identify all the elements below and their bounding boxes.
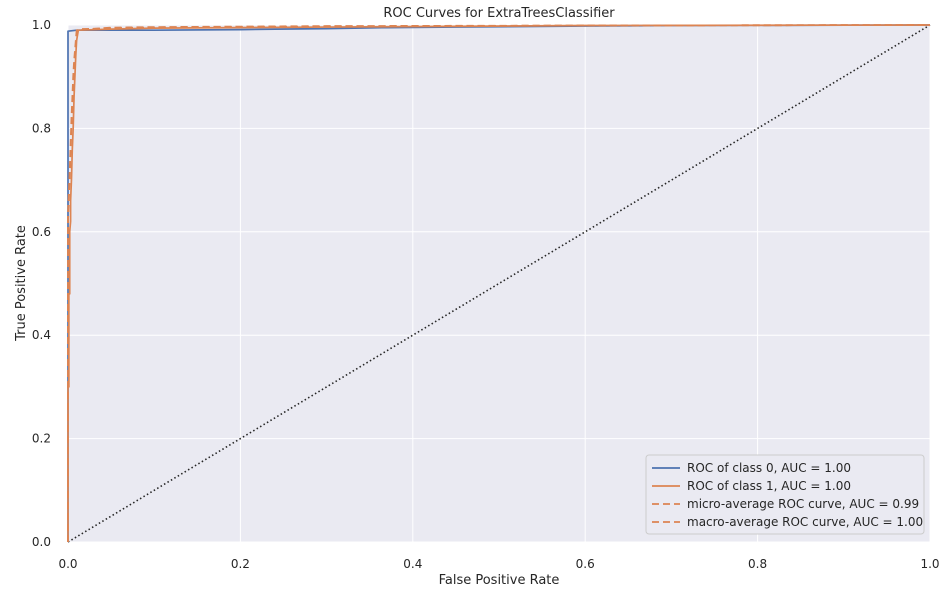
y-tick-label: 0.2 <box>32 432 51 446</box>
x-axis-label: False Positive Rate <box>439 573 560 588</box>
series-lines <box>67 24 931 543</box>
x-tick-label: 0.0 <box>58 557 77 571</box>
legend-label: ROC of class 0, AUC = 1.00 <box>687 461 851 475</box>
roc-series-line <box>67 24 931 542</box>
chart-title: ROC Curves for ExtraTreesClassifier <box>383 6 615 21</box>
y-tick-label: 0.6 <box>32 225 51 239</box>
grid-lines <box>67 24 931 543</box>
legend: ROC of class 0, AUC = 1.00 ROC of class 1… <box>645 454 925 535</box>
y-tick-label: 1.0 <box>32 18 51 32</box>
x-tick-labels: 0.0 0.2 0.4 0.6 0.8 1.0 <box>58 557 939 571</box>
y-tick-labels: 0.0 0.2 0.4 0.6 0.8 1.0 <box>32 18 51 549</box>
x-tick-label: 1.0 <box>920 557 939 571</box>
x-tick-label: 0.2 <box>231 557 250 571</box>
legend-label: ROC of class 1, AUC = 1.00 <box>687 479 851 493</box>
x-tick-label: 0.4 <box>403 557 422 571</box>
legend-label: micro-average ROC curve, AUC = 0.99 <box>687 497 919 511</box>
y-tick-label: 0.8 <box>32 121 51 135</box>
legend-label: macro-average ROC curve, AUC = 1.00 <box>687 515 923 529</box>
y-axis-label: True Positive Rate <box>14 225 29 342</box>
legend-items: ROC of class 0, AUC = 1.00 ROC of class 1… <box>652 461 923 529</box>
x-tick-label: 0.8 <box>748 557 767 571</box>
y-tick-label: 0.0 <box>32 535 51 549</box>
y-tick-label: 0.4 <box>32 328 51 342</box>
legend-box <box>645 454 925 535</box>
x-tick-label: 0.6 <box>576 557 595 571</box>
